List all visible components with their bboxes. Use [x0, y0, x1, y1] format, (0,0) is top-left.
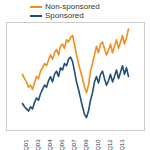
- svg-text:1Q12: 1Q12: [107, 139, 113, 150]
- svg-text:3Q10: 3Q10: [95, 139, 101, 150]
- svg-text:1Q06: 1Q06: [59, 139, 65, 150]
- svg-text:1Q03: 1Q03: [35, 139, 41, 150]
- html-text:Non-sponsored: Non-sponsored: [45, 2, 100, 11]
- svg-text:3Q13: 3Q13: [119, 139, 125, 150]
- svg-text:1Q09: 1Q09: [83, 139, 89, 150]
- html-text:Sponsored: Sponsored: [45, 11, 84, 20]
- svg-text:3Q04: 3Q04: [47, 139, 53, 150]
- svg-text:3Q07: 3Q07: [71, 139, 77, 150]
- svg-text:3Q01: 3Q01: [23, 139, 29, 150]
